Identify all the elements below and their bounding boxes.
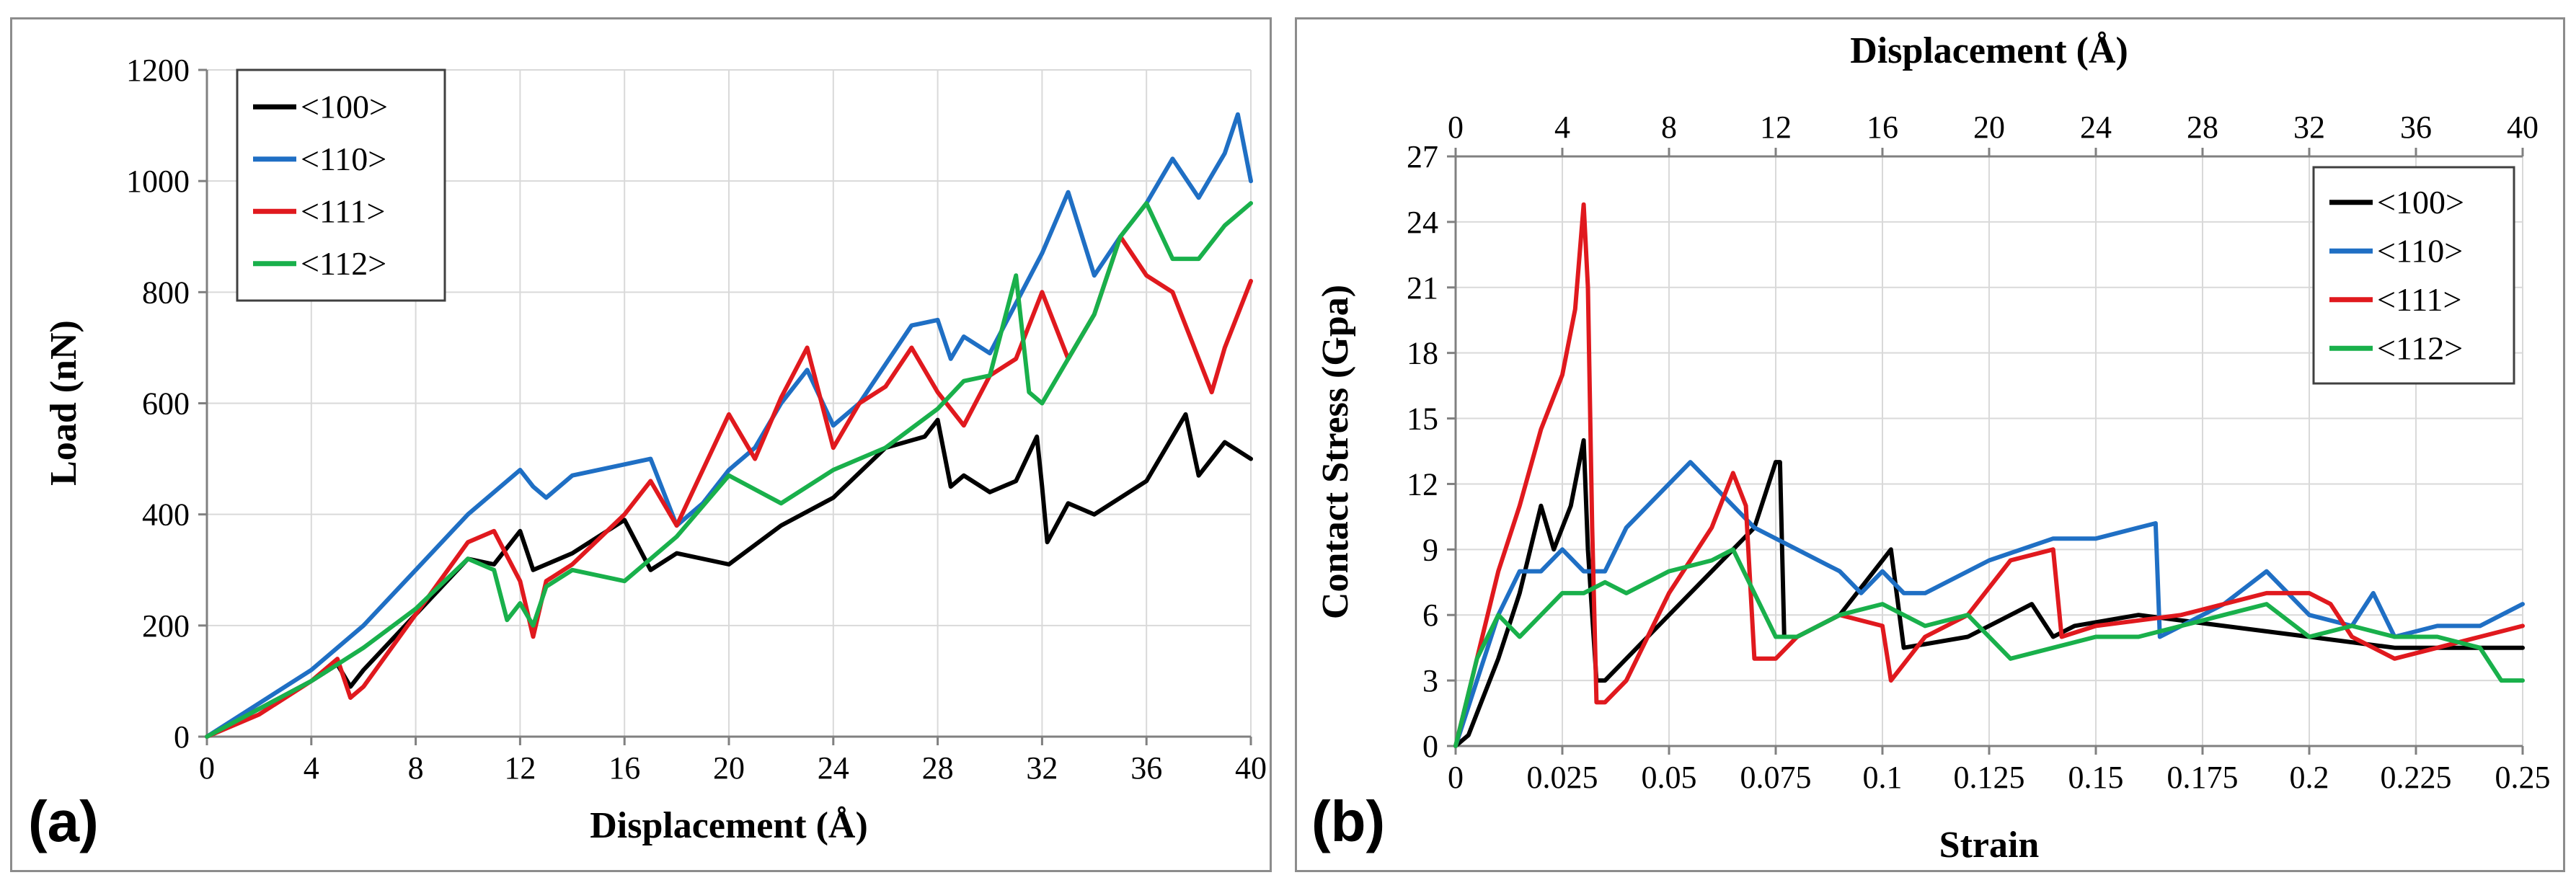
legend-entry: <111> (301, 192, 385, 229)
x-tick-label: 32 (1026, 750, 1058, 786)
x2-tick-label: 36 (2400, 110, 2432, 145)
x2-tick-label: 16 (1867, 110, 1898, 145)
x2-tick-label: 4 (1554, 110, 1570, 145)
x-tick-label: 0.25 (2495, 760, 2551, 795)
panel-a: 0 4 8 12 16 20 24 28 32 36 40 0 200 400 600 800 1000 1200… (10, 17, 1272, 872)
x-tick-label: 24 (818, 750, 849, 786)
x-tick-label: 4 (304, 750, 319, 786)
panel-label: (a) (28, 789, 99, 853)
y-tick-label: 400 (142, 497, 190, 533)
legend-entry: <110> (301, 141, 386, 177)
legend-entry: <100> (2377, 184, 2464, 221)
x2-tick-label: 40 (2507, 110, 2539, 145)
axes (198, 68, 1252, 745)
y-tick-label: 200 (142, 608, 190, 644)
x-axis-title: Strain (1939, 825, 2040, 866)
x-tick-label: 12 (504, 750, 536, 786)
x2-tick-label: 28 (2187, 110, 2218, 145)
x-tick-label: 16 (608, 750, 640, 786)
chart-a: 0 4 8 12 16 20 24 28 32 36 40020040060080010001200… (28, 53, 1267, 853)
panel-label: (b) (1311, 789, 1385, 853)
x-tick-label: 0.025 (1527, 760, 1598, 795)
x-tick-label: 0 (1448, 760, 1464, 795)
x2-tick-label: 20 (1973, 110, 2005, 145)
y-tick-label: 1200 (126, 53, 190, 88)
chart-b: 0 0.025 0.05 0.075 0.1 0.125 0.15 0.175 0.2 0.225… (1311, 30, 2551, 866)
legend-entry: <112> (301, 245, 386, 282)
y-tick-label: 27 (1407, 139, 1438, 174)
series-line-112 (1453, 547, 2525, 748)
legend-entry: <110> (2377, 232, 2463, 269)
x-tick-label: 0.1 (1863, 760, 1903, 795)
y-tick-label: 1000 (126, 164, 190, 199)
y-tick-label: 0 (1422, 729, 1438, 764)
x-axis-title: Displacement (Å) (590, 805, 868, 846)
x-tick-label: 0.15 (2068, 760, 2124, 795)
x-tick-label: 0.075 (1740, 760, 1812, 795)
y-tick-label: 15 (1407, 401, 1438, 437)
x2-axis-title: Displacement (Å) (1850, 30, 2128, 71)
x-tick-label: 0.175 (2167, 760, 2239, 795)
y-axis-title: Contact Stress (Gpa) (1315, 285, 1356, 619)
series-line-110 (1453, 460, 2525, 748)
x-tick-label: 0.225 (2381, 760, 2452, 795)
series-line-100 (1453, 438, 2525, 748)
y-tick-label: 24 (1407, 205, 1438, 240)
legend-entry: <100> (301, 88, 388, 125)
series-line-111 (1453, 202, 2525, 748)
x2-tick-label: 8 (1661, 110, 1677, 145)
y-tick-label: 0 (174, 719, 190, 755)
legend: <100> <110> <111> <112> (2312, 166, 2515, 385)
y-tick-label: 3 (1422, 663, 1438, 698)
x-tick-label: 0.2 (2290, 760, 2329, 795)
y-tick-label: 800 (142, 275, 190, 310)
x-tick-label: 0.05 (1642, 760, 1697, 795)
panel-b: 0 0.025 0.05 0.075 0.1 0.125 0.15 0.175 0.2 0.225… (1295, 17, 2565, 872)
x-tick-label: 0.125 (1954, 760, 2025, 795)
x2-tick-label: 32 (2293, 110, 2325, 145)
x2-tick-label: 24 (2080, 110, 2112, 145)
legend-entry: <112> (2377, 329, 2463, 366)
y-tick-label: 21 (1407, 270, 1438, 306)
legend-entry: <111> (2377, 281, 2461, 318)
legend: <100> <110> <111> <112> (236, 68, 446, 302)
y-tick-label: 12 (1407, 466, 1438, 502)
x-tick-label: 0 (199, 750, 215, 786)
y-axis-title: Load (nN) (43, 320, 84, 486)
y-tick-label: 6 (1422, 598, 1438, 633)
x-tick-label: 8 (408, 750, 424, 786)
x-tick-label: 40 (1235, 750, 1267, 786)
x-tick-label: 36 (1130, 750, 1162, 786)
x2-tick-label: 0 (1448, 110, 1464, 145)
series-line-112 (205, 201, 1253, 739)
y-tick-label: 600 (142, 386, 190, 422)
x-tick-label: 20 (713, 750, 745, 786)
x2-tick-label: 12 (1760, 110, 1792, 145)
y-tick-label: 18 (1407, 336, 1438, 371)
x-tick-label: 28 (922, 750, 954, 786)
y-tick-label: 9 (1422, 532, 1438, 567)
